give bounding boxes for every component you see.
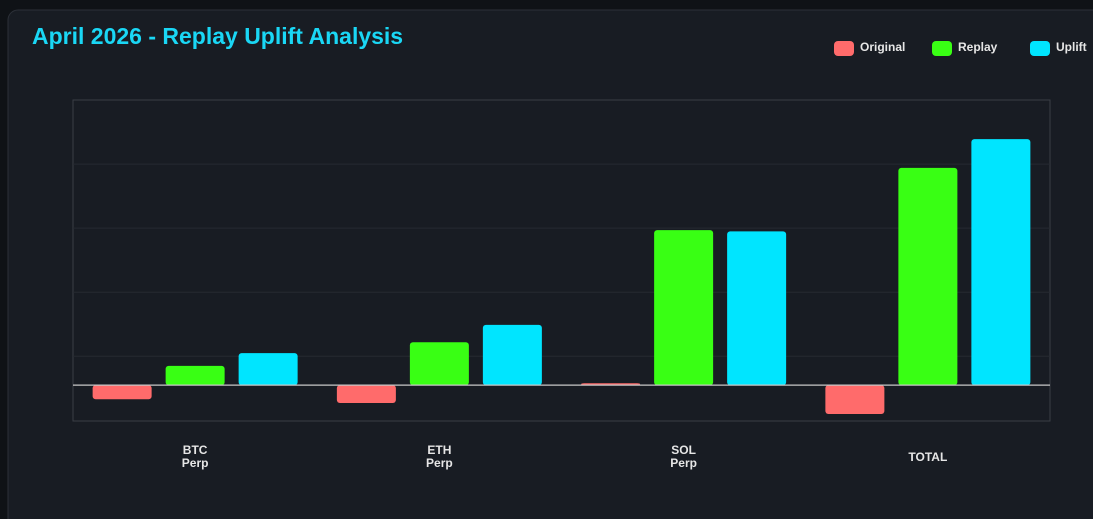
legend-label: Replay (958, 40, 998, 54)
legend-label: Original (860, 40, 905, 54)
plot-area (72, 99, 1051, 422)
x-tick-label: ETH Perp (426, 443, 453, 470)
bar (898, 167, 958, 386)
legend-swatch (834, 41, 854, 56)
bar (165, 365, 225, 386)
bar (409, 342, 469, 386)
bar (238, 353, 298, 386)
bar (336, 385, 396, 404)
x-tick-label: SOL Perp (670, 443, 697, 470)
bar (727, 231, 787, 386)
bar (654, 230, 714, 386)
x-tick-label: TOTAL (908, 450, 947, 464)
bar (825, 385, 885, 414)
legend-swatch (932, 41, 952, 56)
bar (92, 385, 152, 400)
x-tick-label: BTC Perp (182, 443, 209, 470)
legend-swatch (1030, 41, 1050, 56)
chart-title: April 2026 - Replay Uplift Analysis (32, 23, 403, 49)
bar (482, 324, 542, 386)
legend-label: Uplift (1056, 40, 1087, 54)
bar (971, 139, 1031, 386)
